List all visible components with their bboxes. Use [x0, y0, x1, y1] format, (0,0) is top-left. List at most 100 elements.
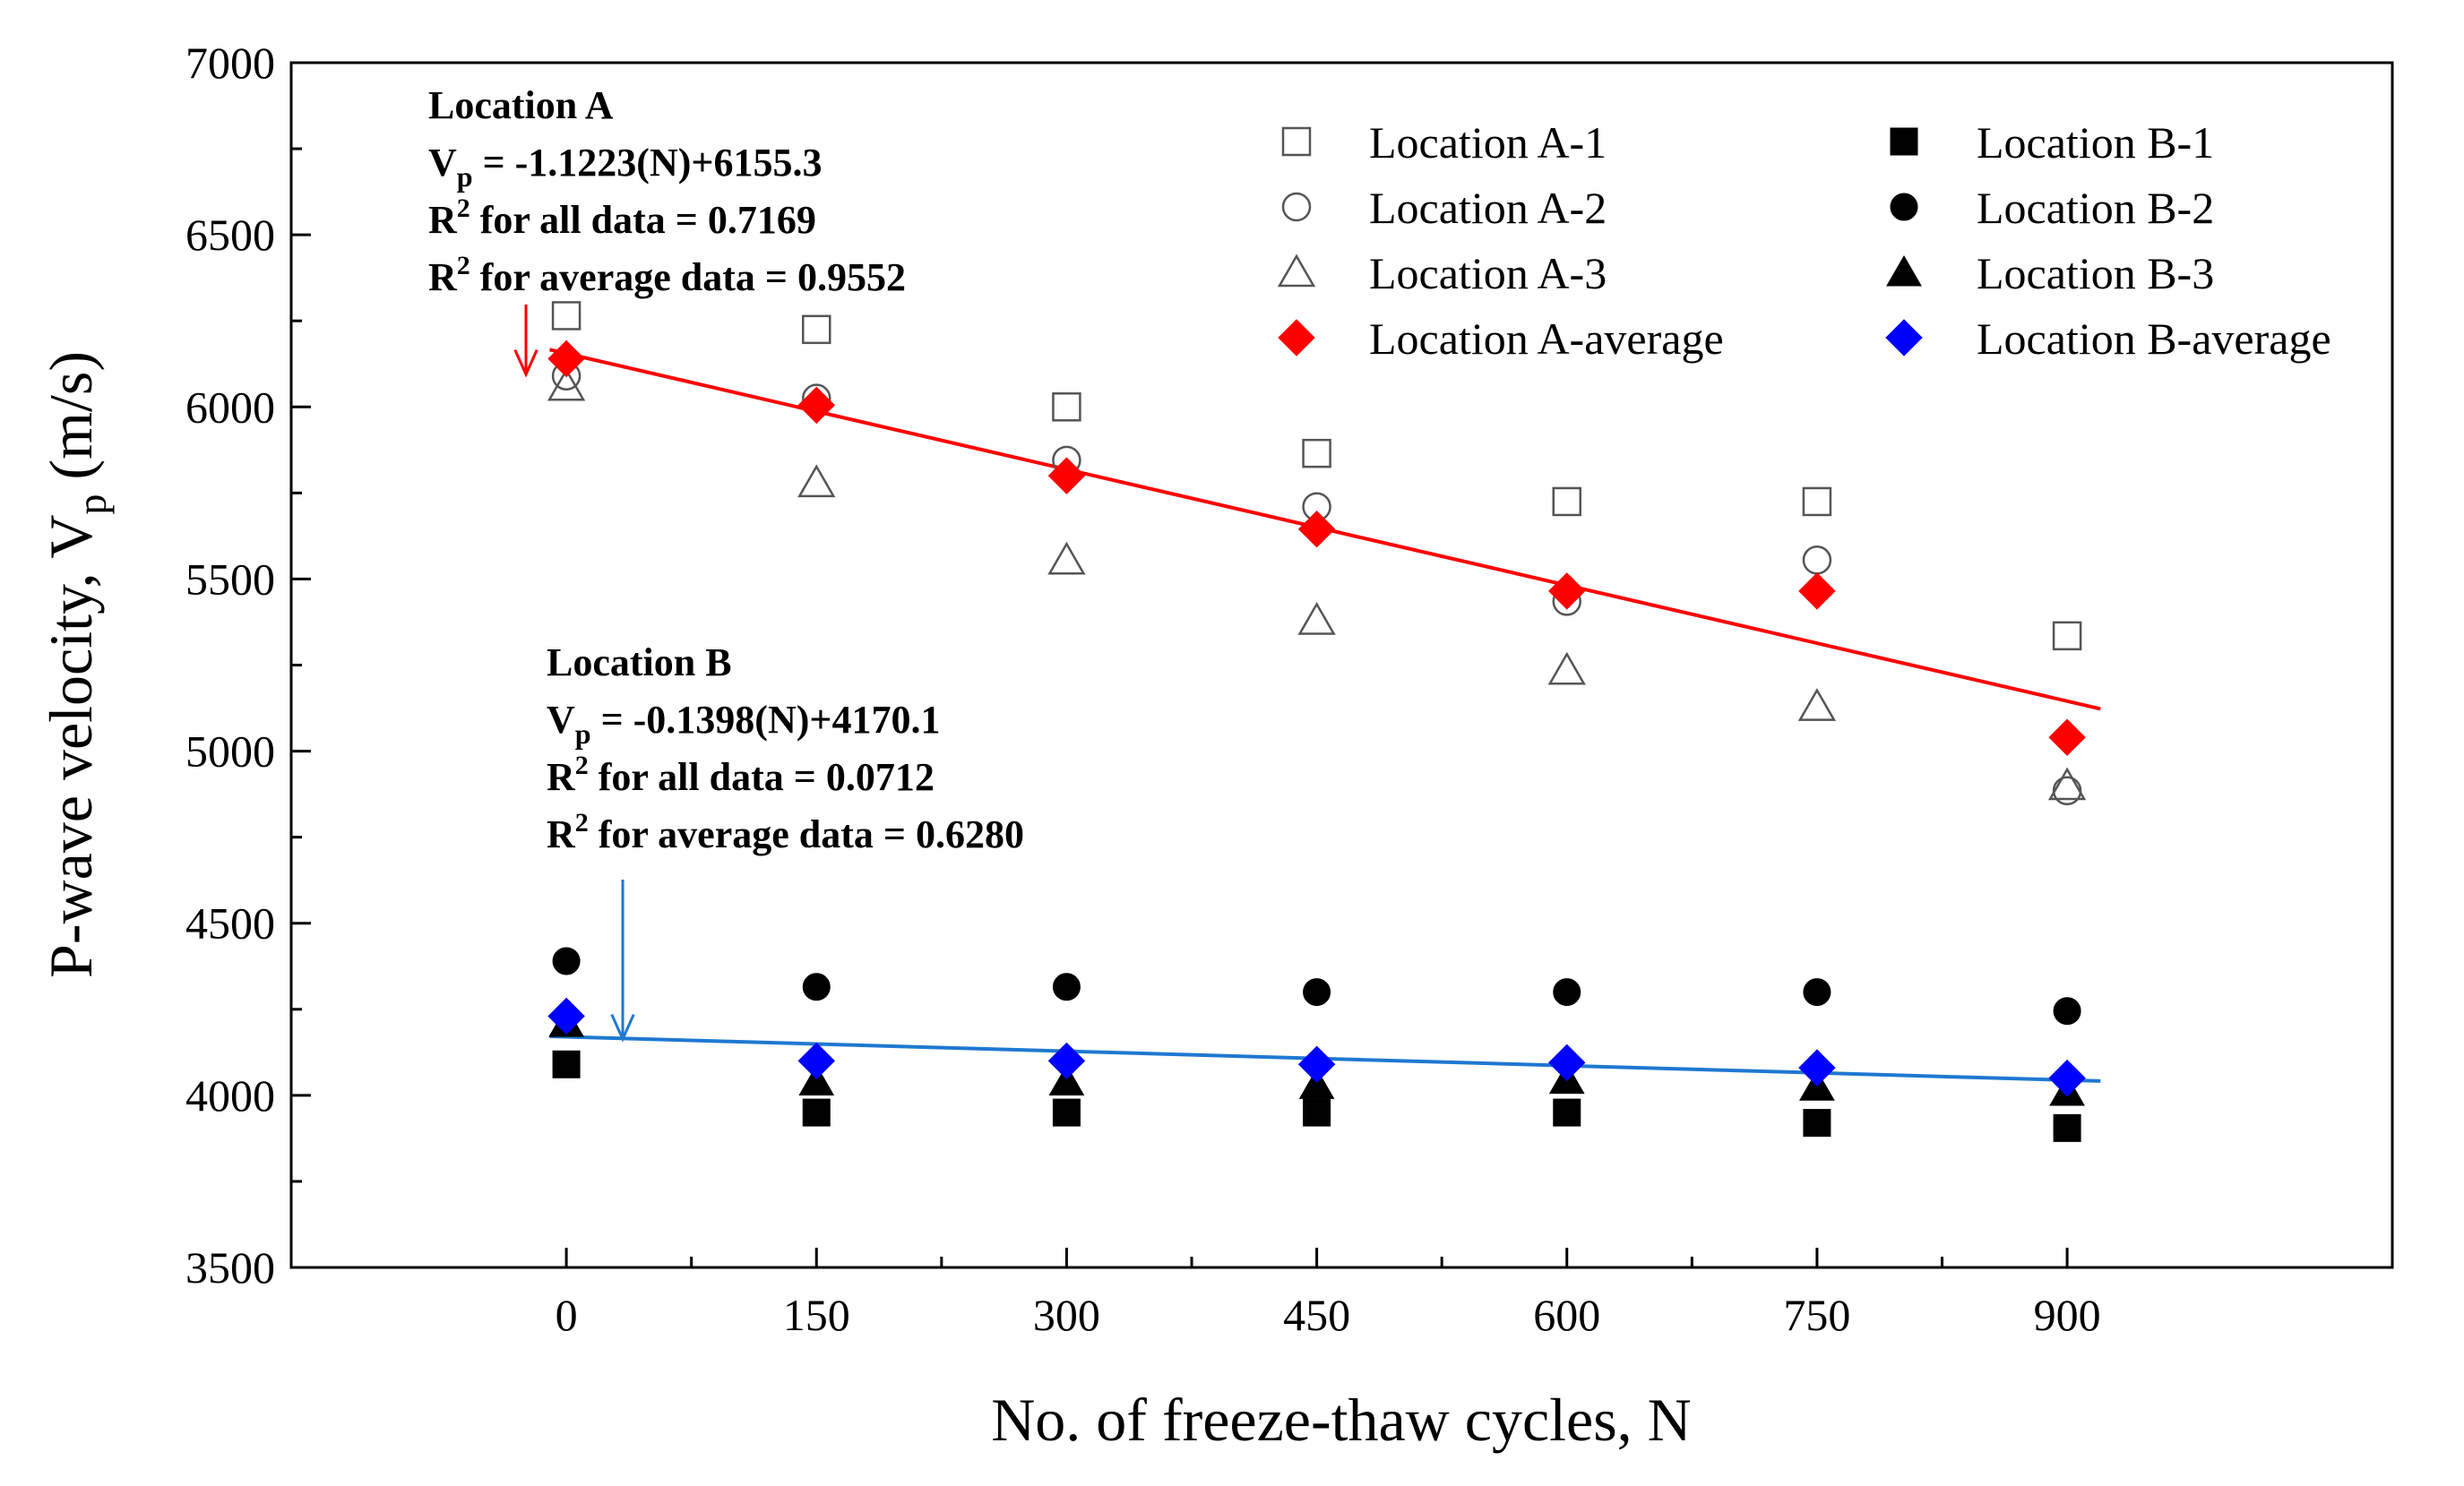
point-location-a-3	[547, 367, 586, 401]
point-location-a-1	[1302, 438, 1331, 468]
point-location-a-1	[2052, 621, 2082, 651]
legend-label-location-a-average: Location A-average	[1369, 314, 1724, 364]
point-location-b-average	[1297, 1045, 1336, 1083]
x-tick-label: 600	[1533, 1290, 1600, 1340]
y-axis-label-main: P-wave velocity, V	[37, 515, 105, 978]
arrow-a-head	[513, 348, 538, 378]
legend-marker-location-b-2	[1890, 193, 1918, 221]
legend-marker-location-b-1	[1890, 127, 1918, 156]
point-location-b-2	[552, 947, 581, 975]
x-tick-label: 900	[2034, 1290, 2101, 1340]
annotation-a-r2-avg: R2 for average data = 0.9552	[428, 251, 906, 299]
point-location-a-2	[1802, 545, 1832, 575]
annotation-a-eq-sub: p	[457, 160, 473, 193]
point-location-b-3	[1048, 1064, 1085, 1095]
legend-label-location-b-2: Location B-2	[1977, 183, 2214, 233]
point-location-b-1	[1803, 1109, 1831, 1138]
y-tick-label: 6000	[185, 382, 275, 432]
point-location-a-3	[797, 464, 836, 498]
legend-marker-location-a-2	[1281, 192, 1312, 222]
annotation-b-r2-avg: R2 for average data = 0.6280	[547, 808, 1024, 856]
legend-marker-location-a-average	[1278, 319, 1315, 356]
point-location-a-average	[1548, 572, 1586, 610]
point-location-a-1	[1802, 486, 1832, 517]
y-axis-label-subscript: p	[69, 494, 115, 515]
legend-label-location-b-average: Location B-average	[1977, 314, 2331, 364]
point-location-a-1	[1052, 392, 1081, 422]
legend-label-location-a-2: Location A-2	[1369, 183, 1607, 233]
annotation-a-r2-all-rest: for all data = 0.7169	[470, 198, 816, 242]
y-axis-label-unit: (m/s)	[37, 351, 105, 480]
point-location-b-2	[2053, 997, 2081, 1026]
point-location-b-1	[2053, 1113, 2081, 1142]
point-location-b-1	[1052, 1098, 1081, 1127]
annotation-b-r2-all-r: R	[547, 755, 576, 799]
point-location-b-average	[2048, 1059, 2086, 1097]
point-location-b-average	[1798, 1049, 1836, 1087]
point-location-b-1	[802, 1098, 831, 1127]
y-tick-label: 3500	[185, 1242, 275, 1293]
annotation-b-title: Location B	[547, 640, 732, 684]
annotation-a-r2-avg-rest: for average data = 0.9552	[470, 255, 906, 299]
y-tick-label: 5000	[185, 726, 275, 777]
x-axis-label: No. of freeze-thaw cycles, N	[991, 1386, 1692, 1454]
annotation-b-r2-avg-r: R	[547, 812, 576, 856]
annotation-b-r2-all: R2 for all data = 0.0712	[547, 751, 935, 799]
point-location-b-3	[798, 1064, 835, 1095]
legend-marker-location-a-3	[1277, 253, 1316, 288]
legend-label-location-b-3: Location B-3	[1977, 248, 2214, 298]
y-tick-label: 4000	[185, 1070, 275, 1121]
point-location-a-1	[802, 314, 831, 345]
point-location-a-3	[1297, 602, 1336, 635]
annotation-a-r2-all-sup: 2	[457, 193, 470, 223]
annotation-b-eq-sub: p	[575, 717, 591, 750]
legend-label-location-a-1: Location A-1	[1369, 117, 1607, 167]
x-tick-label: 450	[1283, 1290, 1350, 1340]
point-location-a-3	[1797, 688, 1837, 721]
annotation-b-eq-v: V	[547, 698, 575, 742]
point-location-b-average	[547, 997, 585, 1035]
x-tick-label: 0	[556, 1290, 578, 1340]
axes: 3500 4000 4500 5000 5500 6000 6500 7000 0 150 300 4…	[185, 38, 2101, 1340]
point-location-a-3	[1047, 541, 1086, 575]
point-location-a-average	[547, 339, 585, 378]
point-location-b-2	[802, 973, 831, 1001]
annotation-a-r2-avg-r: R	[428, 255, 458, 299]
point-location-a-average	[1297, 511, 1336, 548]
y-tick-label: 7000	[185, 38, 275, 88]
legend-label-location-b-1: Location B-1	[1977, 117, 2214, 167]
point-location-a-1	[551, 301, 582, 331]
annotation-location-a: Location A Vp = -1.1223(N)+6155.3 R2 for…	[428, 83, 906, 299]
x-tick-label: 300	[1033, 1290, 1100, 1340]
annotation-a-equation: Vp = -1.1223(N)+6155.3	[428, 141, 822, 193]
legend: Location A-1 Location A-2 Location A-3 Loca…	[1277, 117, 2331, 364]
data-points	[547, 301, 2087, 1142]
point-location-b-2	[1803, 978, 1831, 1007]
point-location-a-3	[1547, 651, 1586, 685]
point-location-a-average	[1047, 457, 1086, 494]
point-location-b-average	[1047, 1042, 1086, 1080]
point-location-a-average	[1798, 572, 1836, 610]
y-axis-label: P-wave velocity, Vp (m/s)	[37, 351, 115, 978]
annotation-b-r2-avg-sup: 2	[575, 808, 589, 837]
annotation-location-b: Location B Vp = -0.1398(N)+4170.1 R2 for…	[547, 640, 1024, 856]
annotation-a-title: Location A	[428, 83, 614, 127]
point-location-b-average	[1548, 1044, 1586, 1082]
annotation-b-r2-avg-rest: for average data = 0.6280	[589, 812, 1024, 856]
annotation-b-r2-all-rest: for all data = 0.0712	[589, 755, 935, 799]
y-tick-label: 5500	[185, 554, 275, 604]
annotation-a-r2-all-r: R	[428, 198, 458, 242]
point-location-b-1	[552, 1050, 581, 1078]
annotation-a-eq-rest: = -1.1223(N)+6155.3	[473, 141, 823, 185]
point-location-b-1	[1303, 1098, 1331, 1127]
annotation-arrows	[513, 305, 635, 1043]
point-location-a-2	[2052, 776, 2082, 806]
point-location-b-2	[1052, 973, 1081, 1001]
point-location-b-2	[1553, 978, 1581, 1007]
legend-marker-location-b-average	[1885, 319, 1923, 356]
annotation-a-r2-avg-sup: 2	[457, 251, 470, 280]
point-location-a-1	[1552, 486, 1581, 517]
annotation-b-equation: Vp = -0.1398(N)+4170.1	[547, 698, 940, 750]
point-location-b-1	[1553, 1098, 1581, 1127]
